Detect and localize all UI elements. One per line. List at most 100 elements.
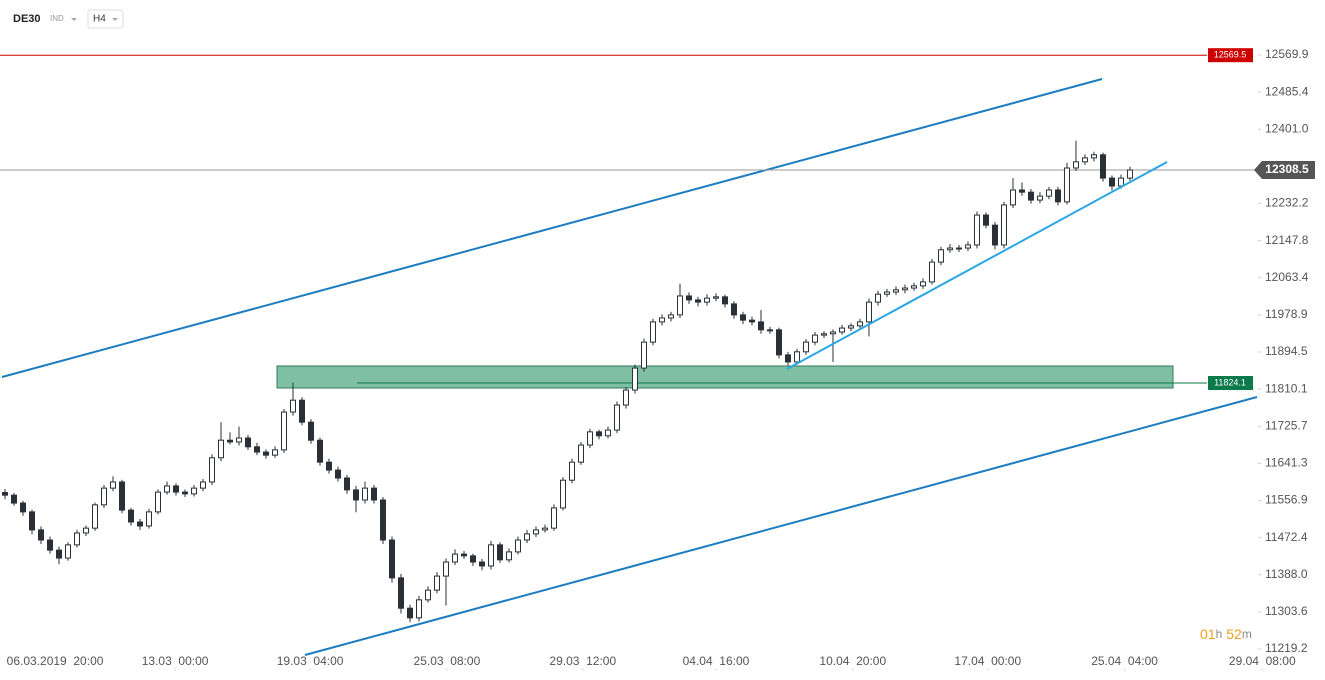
- candle-body: [685, 295, 692, 301]
- candles: [2, 140, 1133, 623]
- countdown: 01h 52m: [1200, 626, 1252, 642]
- candle-body: [1063, 167, 1070, 203]
- channel-lower: [304, 396, 1258, 656]
- interval[interactable]: H4: [93, 14, 106, 25]
- candle-body: [658, 317, 665, 323]
- y-tick-label: 12569.9: [1265, 47, 1309, 61]
- candle-body: [469, 555, 476, 563]
- candle-body: [110, 481, 117, 489]
- candle-body: [424, 589, 431, 601]
- candle-body: [379, 499, 386, 541]
- y-tick-label: 12485.4: [1265, 84, 1309, 98]
- candle-body: [29, 511, 36, 531]
- y-tick-label: 11810.1: [1265, 381, 1308, 395]
- candle-body: [721, 296, 728, 305]
- candle-body: [83, 527, 90, 534]
- candle-body: [172, 485, 179, 493]
- candle-body: [622, 389, 629, 406]
- x-tick-label: 10.04 20:00: [819, 654, 886, 668]
- candle-body: [550, 507, 557, 529]
- candle-body: [505, 551, 512, 561]
- trend-line: [786, 161, 1168, 370]
- candle-body: [667, 314, 674, 319]
- candle-body: [1072, 161, 1079, 169]
- level-label: 12569.5: [1214, 50, 1247, 60]
- candle-body: [388, 539, 395, 579]
- candle-body: [244, 437, 251, 448]
- candle-body: [74, 532, 81, 546]
- candle-body: [406, 607, 413, 619]
- y-tick-label: 11472.4: [1265, 530, 1308, 544]
- candle-body: [523, 533, 530, 541]
- candle-body: [442, 561, 449, 577]
- candle-body: [514, 539, 521, 553]
- candle-body: [92, 504, 99, 529]
- candle-body: [101, 487, 108, 506]
- candle-body: [964, 244, 971, 249]
- candle-body: [496, 544, 503, 561]
- candle-body: [604, 429, 611, 437]
- candle-body: [289, 399, 296, 413]
- candle-body: [451, 553, 458, 563]
- candle-body: [712, 296, 719, 299]
- candle-body: [478, 561, 485, 567]
- x-tick-label: 29.03 12:00: [549, 654, 616, 668]
- candle-body: [361, 487, 368, 501]
- candle-body: [146, 511, 153, 527]
- candle-body: [955, 247, 962, 250]
- countdown-unit: h: [1216, 627, 1223, 641]
- candle-body: [532, 529, 539, 535]
- dropdown-arrow[interactable]: [112, 18, 118, 21]
- candle-body: [793, 351, 800, 363]
- candle-body: [928, 261, 935, 283]
- candle-body: [910, 285, 917, 289]
- candle-body: [1090, 154, 1097, 159]
- candle-body: [2, 492, 9, 496]
- candle-body: [262, 451, 269, 456]
- candle-body: [208, 457, 215, 483]
- x-tick-label: 29.04 08:00: [1229, 654, 1296, 668]
- group[interactable]: IND: [50, 14, 64, 23]
- candle-body: [487, 544, 494, 567]
- candle-body: [253, 446, 260, 453]
- level-label: 11824.1: [1214, 377, 1246, 387]
- candle-body: [1081, 157, 1088, 163]
- interval-box[interactable]: [87, 9, 124, 29]
- candle-body: [298, 399, 305, 423]
- candle-body: [568, 461, 575, 481]
- candle-body: [820, 333, 827, 336]
- candle-body: [137, 521, 144, 527]
- y-tick-label: 11725.7: [1265, 418, 1308, 432]
- candle-body: [1027, 191, 1034, 201]
- candle-body: [307, 421, 314, 441]
- symbol[interactable]: DE30: [13, 13, 41, 25]
- candle-body: [757, 321, 764, 331]
- y-tick-label: 12232.2: [1265, 196, 1309, 210]
- candle-body: [56, 549, 63, 559]
- candle-body: [640, 341, 647, 369]
- candle-body: [38, 529, 45, 541]
- candle-body: [874, 293, 881, 303]
- candle-body: [271, 449, 278, 456]
- candle-body: [1054, 189, 1061, 203]
- y-tick-label: 12147.8: [1265, 233, 1309, 247]
- candle-body: [703, 297, 710, 303]
- candle-body: [199, 481, 206, 489]
- candle-body: [1000, 204, 1007, 246]
- candle-body: [865, 301, 872, 323]
- candle-body: [784, 354, 791, 363]
- candle-body: [1036, 195, 1043, 201]
- candle-body: [20, 502, 27, 513]
- x-tick-label: 13.03 00:00: [142, 654, 209, 668]
- candle-body: [694, 299, 701, 303]
- candle-body: [676, 295, 683, 316]
- header: DE30 IND H4: [13, 9, 124, 29]
- candle-body: [235, 437, 242, 443]
- candle-body: [937, 249, 944, 263]
- candle-body: [856, 321, 863, 327]
- candle-body: [919, 281, 926, 287]
- dropdown-arrow[interactable]: [71, 18, 77, 21]
- candle-body: [226, 439, 233, 443]
- y-tick-label: 11388.0: [1265, 567, 1308, 581]
